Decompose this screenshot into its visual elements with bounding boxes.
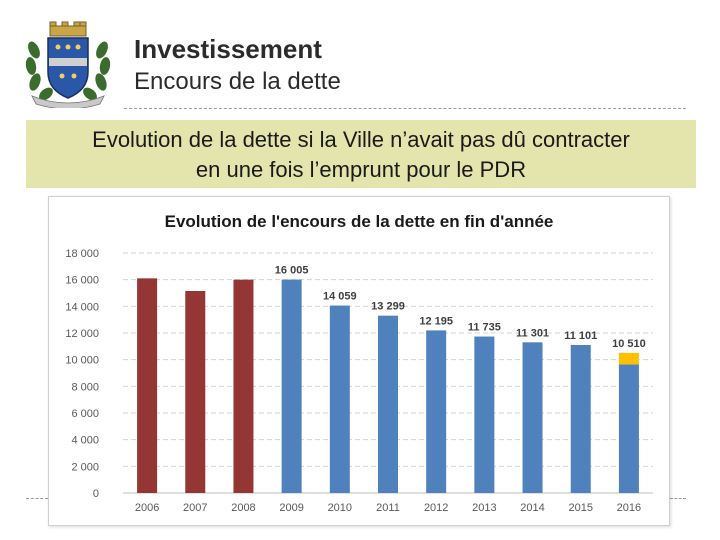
city-coat-of-arms [25, 21, 111, 108]
mural-crown [49, 21, 87, 37]
data-label: 11 735 [468, 322, 501, 334]
y-tick-label: 2 000 [71, 461, 99, 473]
y-tick-label: 10 000 [65, 355, 99, 367]
laurel-wreath-right [83, 41, 111, 101]
data-label: 11 101 [564, 330, 597, 342]
bar-2008 [233, 279, 254, 493]
x-tick-label: 2013 [472, 502, 496, 514]
x-tick-label: 2014 [520, 502, 544, 514]
bar-2010 [329, 305, 350, 493]
x-tick-label: 2007 [183, 502, 207, 514]
bar-2012 [426, 330, 447, 493]
data-label: 14 059 [323, 291, 357, 303]
bar-2014 [522, 342, 543, 493]
debt-bar-chart: Evolution de l'encours de la dette en fi… [65, 212, 653, 514]
banner-line-2: en une fois l’emprunt pour le PDR [195, 157, 527, 182]
y-tick-label: 12 000 [65, 328, 99, 340]
data-label: 11 301 [516, 327, 549, 339]
data-label: 12 195 [419, 315, 453, 327]
bar-2013 [474, 336, 495, 493]
x-tick-label: 2010 [328, 502, 352, 514]
banner-line-1: Evolution de la dette si la Ville n’avai… [92, 127, 630, 152]
y-tick-label: 14 000 [65, 301, 99, 313]
x-tick-label: 2015 [568, 502, 592, 514]
bar-2011 [378, 315, 398, 493]
banner: Evolution de la dette si la Ville n’avai… [26, 120, 696, 188]
data-label: 10 510 [612, 338, 646, 350]
laurel-wreath-left [25, 41, 53, 101]
bar-2015 [570, 344, 591, 493]
y-tick-label: 16 000 [65, 275, 99, 287]
x-tick-label: 2009 [279, 502, 303, 514]
ribbon [31, 95, 105, 108]
y-tick-label: 18 000 [65, 248, 99, 260]
x-tick-label: 2011 [376, 502, 400, 514]
x-tick-label: 2008 [231, 502, 255, 514]
slide-title: Investissement [134, 34, 322, 64]
chart-frame: Evolution de l'encours de la dette en fi… [48, 196, 670, 526]
fleur-de-lis-icon [55, 44, 81, 79]
data-label: 16 005 [275, 265, 309, 277]
bar-2016 [618, 364, 639, 493]
y-tick-label: 4 000 [71, 435, 99, 447]
y-tick-label: 0 [93, 488, 99, 500]
bar-2007 [185, 291, 206, 493]
bar-2016 [618, 352, 639, 365]
slide-subtitle: Encours de la dette [134, 68, 341, 95]
shield-band [49, 58, 87, 66]
y-tick-label: 8 000 [71, 381, 99, 393]
data-label: 13 299 [371, 301, 405, 313]
chart-title: Evolution de l'encours de la dette en fi… [165, 212, 554, 231]
footer-divider-left [26, 498, 48, 499]
x-tick-label: 2012 [424, 502, 448, 514]
header-divider [124, 108, 686, 109]
bar-2009 [281, 279, 302, 493]
y-tick-label: 6 000 [71, 408, 99, 420]
x-tick-label: 2016 [617, 502, 641, 514]
bar-2006 [137, 278, 158, 493]
footer-divider-right [670, 498, 686, 499]
x-tick-label: 2006 [135, 502, 159, 514]
shield [47, 37, 89, 99]
